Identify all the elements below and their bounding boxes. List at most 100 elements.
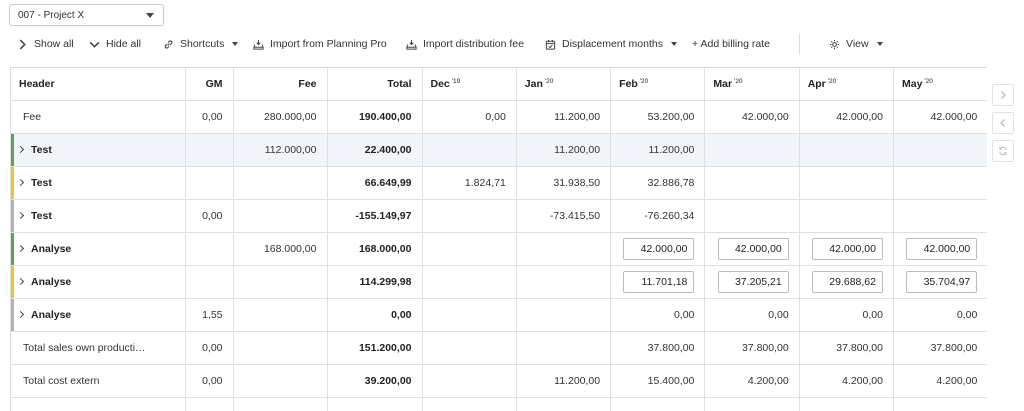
displacement-months-label: Displacement months	[562, 38, 663, 50]
row-label[interactable]: Test	[11, 199, 186, 233]
cell-month: 32.886,78	[610, 166, 706, 200]
import-planning-pro-label: Import from Planning Pro	[270, 38, 387, 50]
scroll-right-button[interactable]	[992, 84, 1014, 106]
import-distribution-fee-button[interactable]: Import distribution fee	[406, 33, 524, 55]
empty-cell	[610, 397, 706, 411]
import-icon	[406, 39, 417, 50]
column-header-total[interactable]: Total	[327, 68, 423, 101]
row-label[interactable]: Analyse	[11, 298, 186, 332]
column-header-month[interactable]: May '20	[893, 68, 987, 101]
chevron-right-icon[interactable]	[16, 178, 25, 186]
chevron-right-icon[interactable]	[16, 145, 25, 153]
project-select[interactable]: 007 - Project X	[9, 4, 164, 26]
cell-month: 53.200,00	[610, 100, 706, 134]
table-row[interactable]: Analyse 1,55 0,00 0,00 0,00 0,00 0,00	[11, 298, 987, 332]
table-row[interactable]: Test 112.000,00 22.400,00 11.200,00 11.2…	[11, 133, 987, 167]
cell-month	[422, 133, 517, 167]
cell-month: 42.000,00	[704, 100, 800, 134]
empty-cell	[11, 397, 186, 411]
chevron-right-icon[interactable]	[16, 310, 25, 318]
hide-all-button[interactable]: Hide all	[89, 33, 141, 55]
table-row[interactable]: Test 0,00 -155.149,97 -73.415,50 -76.260…	[11, 199, 987, 233]
cell-month	[516, 298, 612, 332]
cell-month: 42.000,00	[799, 232, 894, 266]
cell-month	[893, 133, 987, 167]
cell-total: 22.400,00	[327, 133, 423, 167]
row-label-text: Analyse	[31, 275, 72, 288]
billing-table: Header GM Fee Total Dec '19 Jan '20 Feb '20…	[11, 68, 987, 411]
cell-month	[516, 331, 612, 365]
cell-month	[422, 298, 517, 332]
month-value-input[interactable]: 35.704,97	[906, 270, 978, 293]
month-value-input[interactable]: 11.701,18	[623, 270, 695, 293]
column-header-month[interactable]: Apr '20	[799, 68, 894, 101]
chevron-right-icon[interactable]	[16, 277, 25, 285]
column-header-month[interactable]: Feb '20	[610, 68, 706, 101]
column-header-month[interactable]: Jan '20	[516, 68, 612, 101]
cell-month: 37.800,00	[610, 331, 706, 365]
month-value-input[interactable]: 29.688,62	[811, 270, 883, 293]
month-name: Feb	[619, 77, 638, 90]
cell-month: 42.000,00	[799, 100, 894, 134]
month-name: Dec	[430, 77, 450, 90]
row-label[interactable]: Test	[11, 166, 186, 200]
month-value-input[interactable]: 42.000,00	[623, 237, 695, 260]
refresh-button[interactable]	[992, 140, 1014, 162]
cell-month: 37.800,00	[799, 331, 894, 365]
cell-month: 1.824,71	[422, 166, 517, 200]
empty-cell	[893, 397, 987, 411]
empty-cell	[516, 397, 612, 411]
chevron-right-icon[interactable]	[16, 244, 25, 252]
caret-down-icon	[876, 42, 883, 46]
shortcuts-dropdown[interactable]: Shortcuts	[163, 33, 239, 55]
row-label[interactable]: Analyse	[11, 265, 186, 299]
month-year: '19	[451, 77, 461, 85]
cell-fee: 280.000,00	[233, 100, 328, 134]
cell-month: 42.000,00	[893, 232, 987, 266]
column-header-month[interactable]: Dec '19	[422, 68, 517, 101]
cell-month	[704, 166, 800, 200]
empty-cell	[704, 397, 800, 411]
row-label[interactable]: Analyse	[11, 232, 186, 266]
month-value-input[interactable]: 42.000,00	[811, 237, 883, 260]
view-dropdown[interactable]: View	[829, 33, 883, 55]
month-value-input[interactable]: 42.000,00	[717, 237, 789, 260]
month-name: Apr	[807, 77, 826, 90]
row-label: Total cost extern	[11, 364, 186, 398]
add-billing-rate-button[interactable]: + Add billing rate	[692, 33, 770, 55]
chevron-down-icon	[89, 41, 100, 48]
empty-cell	[327, 397, 423, 411]
table-row[interactable]: Analyse 114.299,98 11.701,18 37.205,21 2…	[11, 265, 987, 299]
table-row[interactable]: Test 66.649,99 1.824,71 31.938,50 32.886…	[11, 166, 987, 200]
project-select-value: 007 - Project X	[18, 9, 85, 21]
show-all-button[interactable]: Show all	[17, 33, 74, 55]
scroll-left-button[interactable]	[992, 112, 1014, 134]
column-header-month[interactable]: Mar '20	[704, 68, 800, 101]
row-label[interactable]: Test	[11, 133, 186, 167]
month-value-input[interactable]: 42.000,00	[906, 237, 978, 260]
cell-month: 35.704,97	[893, 265, 987, 299]
cell-gm: 0,00	[185, 100, 234, 134]
column-header-gm[interactable]: GM	[185, 68, 234, 101]
cell-fee	[233, 265, 328, 299]
row-label-text: Test	[31, 176, 52, 189]
displacement-months-dropdown[interactable]: Displacement months	[545, 33, 677, 55]
cell-month	[799, 166, 894, 200]
cell-gm	[185, 265, 234, 299]
column-header-fee[interactable]: Fee	[233, 68, 328, 101]
month-year: '20	[924, 77, 933, 85]
cell-gm	[185, 232, 234, 266]
cell-month: 4.200,00	[799, 364, 894, 398]
column-header-header[interactable]: Header	[11, 68, 186, 101]
import-planning-pro-button[interactable]: Import from Planning Pro	[253, 33, 387, 55]
category-bar	[11, 133, 14, 165]
cell-month: 4.200,00	[704, 364, 800, 398]
cell-month	[704, 199, 800, 233]
chevron-right-icon[interactable]	[16, 211, 25, 219]
cell-fee	[233, 166, 328, 200]
cell-month	[422, 199, 517, 233]
table-row[interactable]: Analyse 168.000,00 168.000,00 42.000,00 …	[11, 232, 987, 266]
month-value-input[interactable]: 37.205,21	[717, 270, 789, 293]
month-year: '20	[544, 77, 554, 85]
cell-month: -76.260,34	[610, 199, 706, 233]
